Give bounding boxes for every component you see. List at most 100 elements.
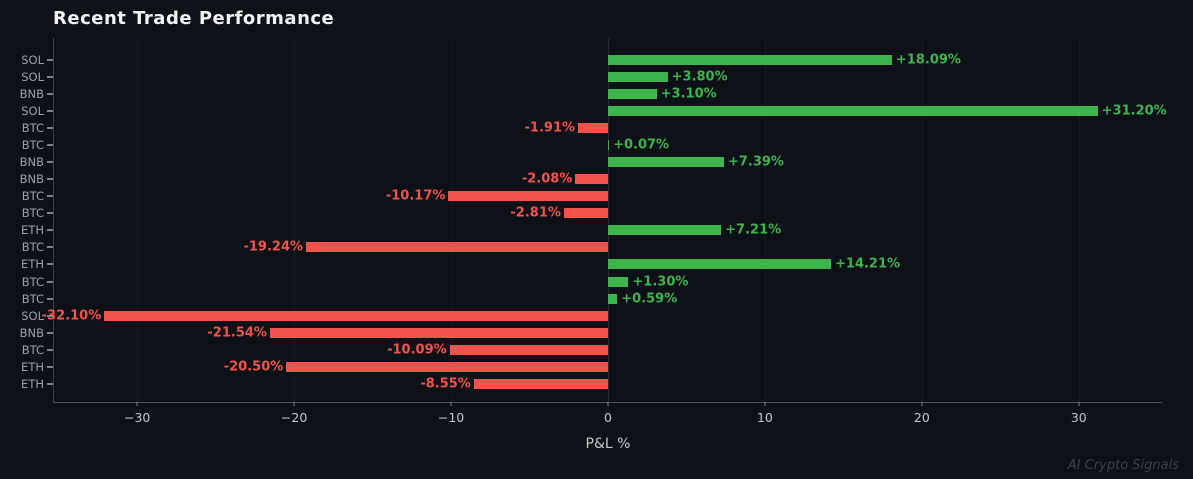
x-tick-mark <box>607 402 609 406</box>
y-axis-label: SOL <box>21 69 44 84</box>
bar-row: BNB -21.54% <box>20 324 1162 341</box>
bar-value-label: -19.24% <box>243 239 304 255</box>
pnl-bar <box>449 344 608 355</box>
watermark: AI Crypto Signals <box>1067 458 1179 473</box>
x-tick-label: 20 <box>913 410 930 425</box>
bar-value-label: -20.50% <box>223 359 284 375</box>
y-tick-mark <box>47 178 53 181</box>
bar-row: SOL +31.20% <box>21 102 1166 119</box>
bar-row: SOL -32.10% <box>21 307 1162 324</box>
y-axis-label: BTC <box>21 291 44 306</box>
gridline <box>1078 38 1080 402</box>
y-axis-label: BTC <box>21 342 44 357</box>
x-tick-mark <box>1078 402 1080 406</box>
bar-value-label: +14.21% <box>835 256 901 272</box>
pnl-bar <box>608 71 668 82</box>
y-tick-mark <box>47 365 53 368</box>
bar-value-label: -10.09% <box>387 342 447 358</box>
pnl-bar <box>575 174 608 185</box>
bar-row: BTC -1.91% <box>22 119 1162 136</box>
y-tick-mark <box>47 297 53 300</box>
bar-value-label: -1.91% <box>524 120 576 136</box>
x-tick-mark <box>764 402 766 406</box>
pnl-bar <box>563 208 608 219</box>
y-axis-label: BTC <box>21 206 44 221</box>
plot-area: P&L % −30 −20 −10 0 10 20 30 SOL +18.09% SOL +3.80… <box>20 38 1167 452</box>
x-tick-label: 30 <box>1070 410 1087 425</box>
x-tick-label: −10 <box>437 410 465 425</box>
y-axis-label: BNB <box>19 154 44 169</box>
bar-row: BNB +7.39% <box>20 153 1162 170</box>
bar-value-label: -2.08% <box>521 171 573 187</box>
pnl-bar <box>608 293 618 304</box>
x-tick-mark <box>450 402 452 406</box>
gridline <box>921 38 923 402</box>
chart-title: Recent Trade Performance <box>53 8 335 29</box>
bar-value-label: +0.59% <box>621 291 678 307</box>
y-axis-label: ETH <box>21 223 44 238</box>
y-axis-label: ETH <box>21 257 44 272</box>
bar-row: BTC -2.81% <box>22 205 1162 222</box>
gridline <box>137 38 139 402</box>
pnl-bar <box>608 139 610 150</box>
x-tick-mark <box>136 402 138 406</box>
y-axis-label: BTC <box>21 274 44 289</box>
y-tick-mark <box>47 75 53 78</box>
pnl-bar <box>608 88 657 99</box>
y-axis-label: ETH <box>21 377 44 392</box>
y-tick-mark <box>47 263 53 266</box>
bar-value-label: +1.30% <box>632 274 689 290</box>
y-axis-label: BNB <box>19 86 44 101</box>
bar-row: BTC +0.59% <box>22 290 1162 307</box>
bar-value-label: -8.55% <box>420 376 471 392</box>
y-tick-mark <box>47 331 53 334</box>
y-axis-label: SOL <box>21 52 44 67</box>
bar-value-label: -2.81% <box>510 205 561 221</box>
bar-row: ETH -20.50% <box>21 358 1162 375</box>
bar-row: SOL +18.09% <box>21 51 1162 68</box>
x-tick-label: −30 <box>123 410 151 425</box>
pnl-bar <box>578 122 608 133</box>
bar-value-label: -32.10% <box>41 308 102 324</box>
x-tick-label: 0 <box>604 410 612 425</box>
bar-value-label: -10.17% <box>385 188 446 204</box>
bar-value-label: +3.80% <box>671 69 728 85</box>
pnl-bar <box>608 54 892 65</box>
bar-row: ETH +7.21% <box>21 222 1162 239</box>
y-axis-label: BNB <box>19 325 44 340</box>
pnl-bar <box>104 310 608 321</box>
y-tick-mark <box>47 160 53 163</box>
pnl-bar <box>608 156 724 167</box>
pnl-bar <box>608 259 831 270</box>
y-tick-mark <box>47 92 53 95</box>
x-tick-mark <box>921 402 923 406</box>
y-tick-mark <box>47 143 53 146</box>
pnl-bar <box>286 361 608 372</box>
pnl-bar <box>473 379 608 390</box>
bar-row: BNB -2.08% <box>20 171 1162 188</box>
y-axis-label: BNB <box>19 172 44 187</box>
y-tick-mark <box>47 126 53 129</box>
y-tick-mark <box>47 229 53 232</box>
bar-row: BNB +3.10% <box>20 85 1162 102</box>
y-tick-mark <box>47 58 53 61</box>
gridline <box>451 38 453 402</box>
gridline <box>294 38 296 402</box>
y-axis-label: BTC <box>21 240 44 255</box>
bar-value-label: +7.39% <box>727 154 784 170</box>
bar-row: BTC -10.17% <box>22 188 1162 205</box>
bar-value-label: +31.20% <box>1101 103 1167 119</box>
bar-value-label: +18.09% <box>895 52 961 67</box>
y-tick-mark <box>47 212 53 215</box>
pnl-bar <box>448 191 608 202</box>
y-axis-label: BTC <box>21 189 44 204</box>
y-tick-mark <box>47 246 53 249</box>
y-tick-mark <box>47 109 53 112</box>
pnl-bar <box>269 327 608 338</box>
bar-row: ETH -8.55% <box>21 376 1162 393</box>
bar-value-label: +7.21% <box>725 222 782 238</box>
bar-row: SOL +3.80% <box>21 68 1162 85</box>
zero-line <box>608 38 609 402</box>
y-axis-label: BTC <box>21 120 44 135</box>
pnl-bar <box>608 105 1098 116</box>
